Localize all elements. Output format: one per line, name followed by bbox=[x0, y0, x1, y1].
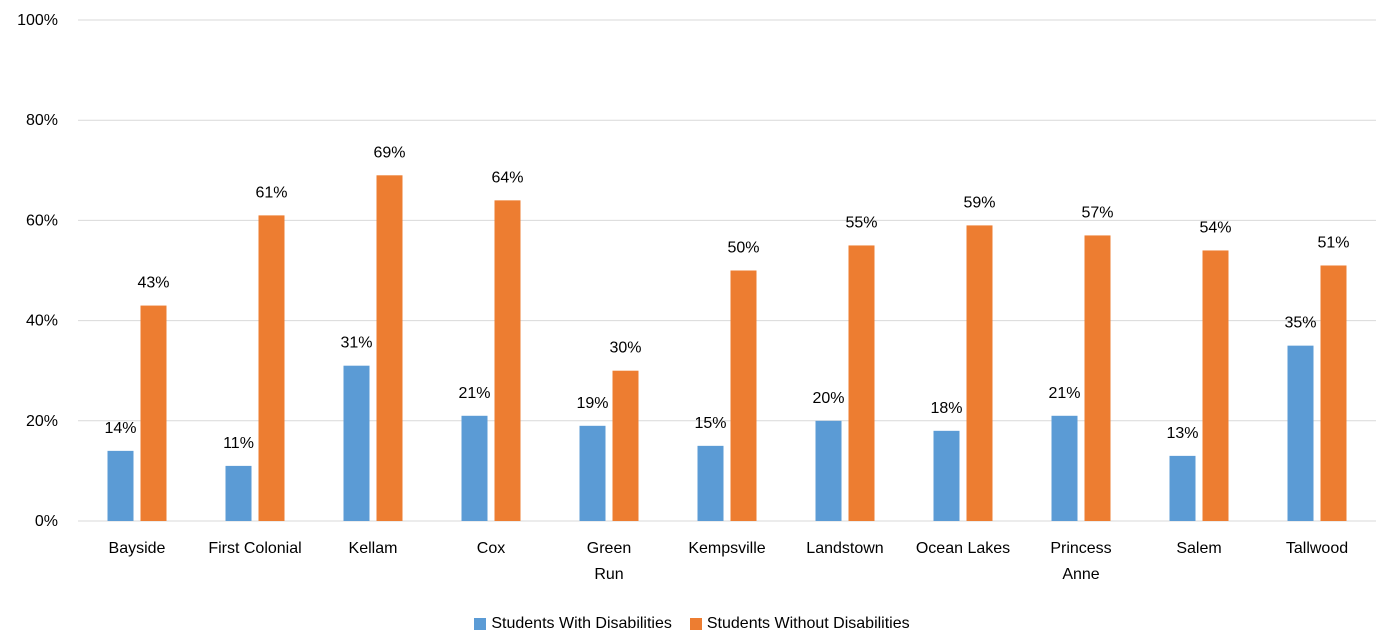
bar-with-disabilities bbox=[933, 430, 960, 521]
x-tick-label: First Colonial bbox=[208, 540, 301, 557]
legend-swatch-with-disabilities bbox=[474, 618, 487, 630]
data-label: 50% bbox=[727, 240, 759, 257]
bar-with-disabilities bbox=[461, 415, 488, 521]
data-label: 19% bbox=[576, 395, 608, 412]
y-tick-label: 0% bbox=[35, 513, 58, 530]
legend-item-without-disabilities: Students Without Disabilities bbox=[689, 615, 910, 633]
bar-without-disabilities bbox=[1320, 265, 1347, 521]
data-label: 30% bbox=[609, 340, 641, 357]
data-label: 18% bbox=[930, 400, 962, 417]
y-tick-label: 60% bbox=[26, 212, 58, 229]
data-label: 43% bbox=[137, 275, 169, 292]
data-label: 59% bbox=[963, 194, 995, 211]
data-label: 64% bbox=[491, 169, 523, 186]
legend-label-without-disabilities: Students Without Disabilities bbox=[706, 615, 910, 632]
y-tick-label: 100% bbox=[17, 12, 58, 29]
data-label: 35% bbox=[1284, 315, 1316, 332]
bar-without-disabilities bbox=[376, 175, 403, 521]
bar-without-disabilities bbox=[494, 200, 521, 522]
data-label: 55% bbox=[845, 214, 877, 231]
bar-with-disabilities bbox=[1051, 415, 1078, 521]
legend-label-with-disabilities: Students With Disabilities bbox=[491, 615, 672, 632]
legend: Students With Disabilities Students With… bbox=[0, 614, 1384, 634]
x-tick-label: Green Run bbox=[587, 540, 631, 583]
x-tick-label: Cox bbox=[477, 540, 505, 557]
bar-with-disabilities bbox=[579, 425, 606, 521]
bar-with-disabilities bbox=[1169, 455, 1196, 521]
data-label: 54% bbox=[1199, 219, 1231, 236]
y-tick-label: 80% bbox=[26, 112, 58, 129]
bar-with-disabilities bbox=[815, 420, 842, 521]
x-tick-label: Ocean Lakes bbox=[916, 540, 1010, 557]
bar-without-disabilities bbox=[966, 225, 993, 521]
y-tick-label: 20% bbox=[26, 413, 58, 430]
bars bbox=[107, 175, 1347, 522]
gridlines bbox=[78, 19, 1376, 522]
data-label: 69% bbox=[373, 144, 405, 161]
x-tick-label: Landstown bbox=[806, 540, 883, 557]
data-label: 13% bbox=[1166, 425, 1198, 442]
bar-without-disabilities bbox=[730, 270, 757, 521]
data-label: 21% bbox=[1048, 385, 1080, 402]
data-label: 31% bbox=[340, 335, 372, 352]
y-tick-label: 40% bbox=[26, 313, 58, 330]
legend-swatch-without-disabilities bbox=[689, 618, 702, 630]
x-tick-label: Tallwood bbox=[1286, 540, 1348, 557]
data-label: 61% bbox=[255, 184, 287, 201]
bar-with-disabilities bbox=[697, 445, 724, 521]
y-axis-ticks: 0% 20% 40% 60% 80% 100% bbox=[17, 12, 58, 530]
x-tick-label: Kempsville bbox=[688, 540, 765, 557]
bar-without-disabilities bbox=[612, 370, 639, 521]
x-axis-ticks: Bayside First Colonial Kellam Cox Green Run Ke… bbox=[109, 540, 1349, 583]
bar-without-disabilities bbox=[1202, 250, 1229, 521]
data-labels: 14% 43% 11% 61% 31% 69% 21% 64% 19% 30% 15% 50% 20% 5… bbox=[104, 144, 1349, 452]
bar-with-disabilities bbox=[225, 465, 252, 521]
bar-with-disabilities bbox=[1287, 345, 1314, 521]
x-tick-label: Princess Anne bbox=[1050, 540, 1111, 583]
data-label: 14% bbox=[104, 420, 136, 437]
bar-with-disabilities bbox=[343, 365, 370, 521]
data-label: 57% bbox=[1081, 204, 1113, 221]
x-tick-label: Kellam bbox=[349, 540, 398, 557]
legend-item-with-disabilities: Students With Disabilities bbox=[474, 615, 672, 633]
bar-without-disabilities bbox=[848, 245, 875, 521]
data-label: 21% bbox=[458, 385, 490, 402]
bar-without-disabilities bbox=[258, 215, 285, 521]
data-label: 51% bbox=[1317, 234, 1349, 251]
data-label: 11% bbox=[223, 435, 254, 452]
x-tick-label: Bayside bbox=[109, 540, 166, 557]
bar-without-disabilities bbox=[1084, 235, 1111, 521]
data-label: 20% bbox=[812, 390, 844, 407]
data-label: 15% bbox=[694, 415, 726, 432]
x-tick-label: Salem bbox=[1176, 540, 1221, 557]
bar-without-disabilities bbox=[140, 305, 167, 521]
bar-with-disabilities bbox=[107, 450, 134, 521]
